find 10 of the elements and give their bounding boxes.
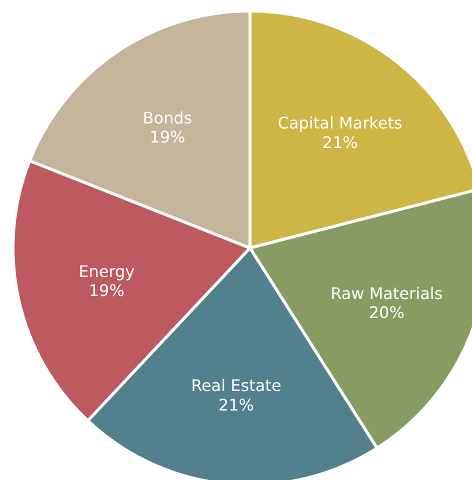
slice-label: Capital Markets bbox=[278, 114, 402, 133]
slice-label: Real Estate bbox=[191, 376, 282, 396]
slice-label: Energy bbox=[78, 262, 135, 281]
data-label: 19% bbox=[88, 281, 124, 300]
slice-label: Raw Materials bbox=[330, 284, 443, 303]
data-label: 21% bbox=[218, 395, 254, 414]
data-label: 21% bbox=[322, 132, 358, 152]
slice-label: Bonds bbox=[142, 108, 192, 128]
data-label: 20% bbox=[368, 303, 404, 322]
data-label: 19% bbox=[150, 127, 186, 146]
